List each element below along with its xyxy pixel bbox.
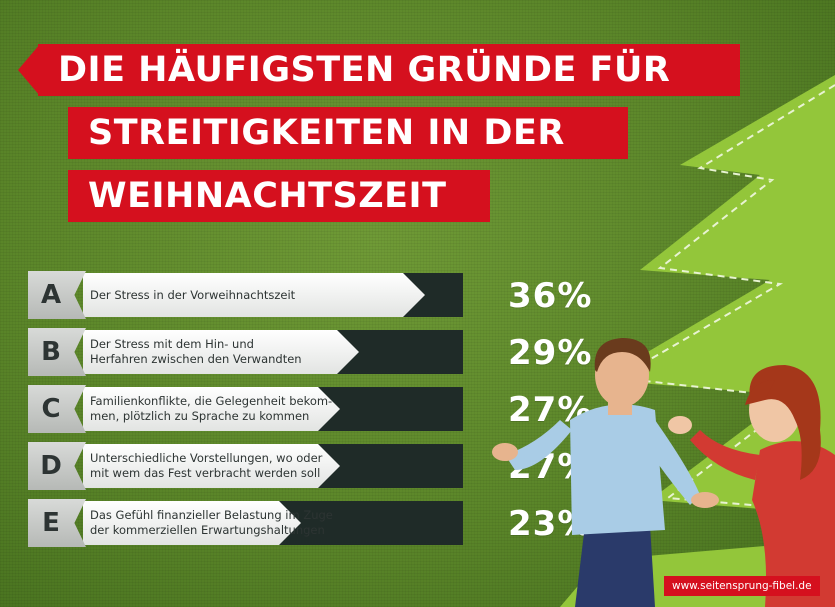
chart-row-b: B Der Stress mit dem Hin- und Herfahren zw…	[28, 328, 591, 376]
title-line-3: WEIHNACHTSZEIT	[68, 170, 490, 222]
category-letter: E	[42, 508, 60, 538]
reason-label: Unterschiedliche Vorstellungen, wo oder m…	[90, 451, 323, 480]
chart-row-d: D Unterschiedliche Vorstellungen, wo oder…	[28, 442, 591, 490]
chart-row-a: A Der Stress in der Vorweihnachtszeit 36%	[28, 271, 591, 319]
bar-b	[83, 330, 359, 374]
bar-c	[83, 387, 340, 431]
chart-row-e: E Das Gefühl finanzieller Belastung im Zu…	[28, 499, 591, 547]
reason-label: Das Gefühl finanzieller Belastung im Zug…	[90, 508, 333, 537]
bar-a	[83, 273, 425, 317]
source-url[interactable]: www.seitensprung-fibel.de	[664, 576, 820, 596]
title-line-2: STREITIGKEITEN IN DER	[68, 107, 628, 159]
value-label: 29%	[508, 333, 593, 373]
value-label: 36%	[508, 276, 593, 316]
category-letter: D	[40, 451, 62, 481]
bar-e	[83, 501, 301, 545]
title-line-1: DIE HÄUFIGSTEN GRÜNDE FÜR	[38, 44, 740, 96]
chart-row-c: C Familienkonflikte, die Gelegenheit beko…	[28, 385, 591, 433]
man-figure	[492, 338, 719, 607]
reason-label: Der Stress in der Vorweihnachtszeit	[90, 287, 296, 302]
title-flag-tail	[18, 44, 40, 96]
category-letter: B	[41, 337, 61, 367]
woman-figure	[668, 365, 835, 607]
reason-label: Familienkonflikte, die Gelegenheit bekom…	[90, 394, 333, 423]
bar-d	[83, 444, 340, 488]
reason-label: Der Stress mit dem Hin- und Herfahren zwi…	[90, 337, 302, 366]
category-letter: A	[40, 280, 62, 310]
category-letter: C	[41, 394, 61, 424]
